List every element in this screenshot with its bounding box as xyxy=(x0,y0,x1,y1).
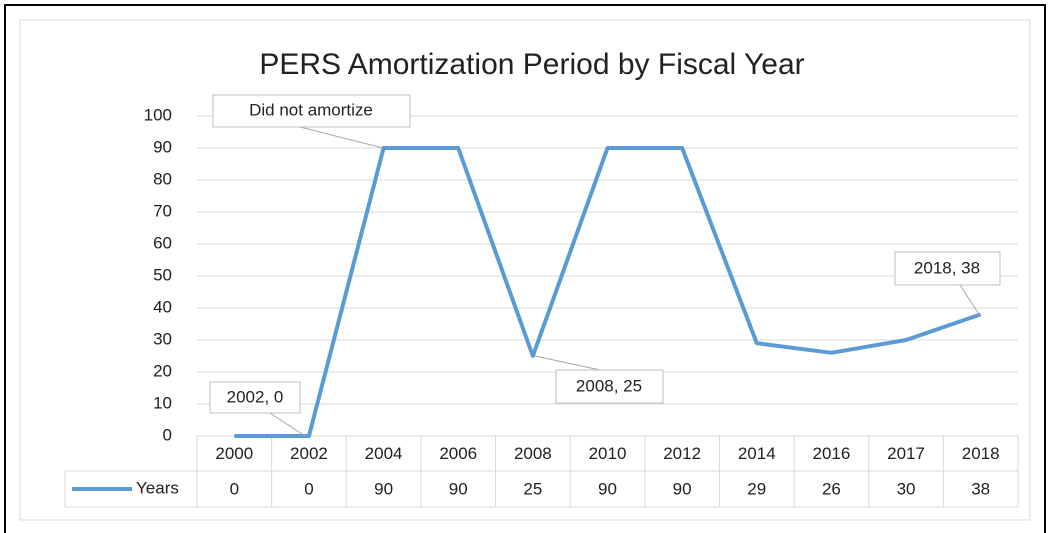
x-tick-label: 2017 xyxy=(887,444,925,463)
series-line xyxy=(234,146,982,438)
x-tick-label: 2000 xyxy=(215,444,253,463)
grid: 0 10 20 30 40 50 60 70 80 90 100 xyxy=(144,105,1018,444)
callout-box xyxy=(894,251,1001,286)
table-value: 0 xyxy=(230,479,239,498)
table-value: 25 xyxy=(523,479,542,498)
annotation: 2002, 0 xyxy=(227,387,284,406)
x-tick-label: 2008 xyxy=(514,444,552,463)
x-tick-label: 2010 xyxy=(589,444,627,463)
leader xyxy=(299,126,384,149)
y-tick-label: 100 xyxy=(144,105,172,124)
y-tick-label: 20 xyxy=(153,361,172,380)
annotation: Did not amortize xyxy=(249,100,373,119)
table-value: 90 xyxy=(673,479,692,498)
series xyxy=(234,146,982,438)
y-tick-label: 80 xyxy=(153,169,172,188)
annotation: 2008, 25 xyxy=(576,376,642,395)
chart-frame xyxy=(19,19,1031,521)
leader xyxy=(269,412,306,437)
y-tick-label: 70 xyxy=(153,201,172,220)
x-tick-label: 2018 xyxy=(962,444,1000,463)
x-tick-label: 2006 xyxy=(439,444,477,463)
legend-label: Years xyxy=(136,478,179,497)
x-tick-label: 2014 xyxy=(738,444,776,463)
annotation: 2018, 38 xyxy=(914,258,980,277)
table-value: 38 xyxy=(971,479,990,498)
x-tick-label: 2016 xyxy=(812,444,850,463)
callout-box xyxy=(212,94,411,128)
outer-frame xyxy=(4,4,1046,533)
y-tick-label: 30 xyxy=(153,329,172,348)
y-tick-label: 10 xyxy=(153,393,172,412)
callout-box xyxy=(555,369,664,404)
data-table: 2000 2002 2004 2006 2008 2010 2012 2014 2016 2017… xyxy=(64,436,1019,508)
x-tick-label: 2002 xyxy=(290,444,328,463)
annotations: Did not amortize 2002, 0 2008, 25 2018, … xyxy=(209,94,1001,437)
table-value: 29 xyxy=(747,479,766,498)
table-value: 30 xyxy=(897,479,916,498)
chart-title: PERS Amortization Period by Fiscal Year xyxy=(259,48,804,81)
y-tick-label: 60 xyxy=(153,233,172,252)
y-tick-label: 90 xyxy=(153,137,172,156)
y-tick-label: 40 xyxy=(153,297,172,316)
callout-box xyxy=(209,381,301,414)
table-value: 90 xyxy=(598,479,617,498)
y-tick-label: 50 xyxy=(153,265,172,284)
table-value: 26 xyxy=(822,479,841,498)
table-value: 90 xyxy=(374,479,393,498)
y-tick-label: 0 xyxy=(163,425,172,444)
leader xyxy=(959,284,981,317)
x-tick-label: 2004 xyxy=(365,444,403,463)
leader xyxy=(534,355,601,371)
x-tick-label: 2012 xyxy=(663,444,701,463)
table-value: 0 xyxy=(304,479,313,498)
table-value: 90 xyxy=(449,479,468,498)
